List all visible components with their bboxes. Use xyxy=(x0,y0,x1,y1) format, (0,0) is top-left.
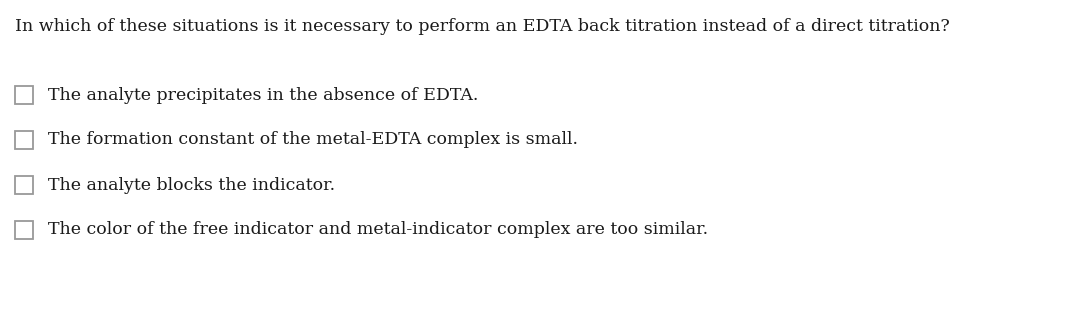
Text: In which of these situations is it necessary to perform an EDTA back titration i: In which of these situations is it neces… xyxy=(15,18,949,35)
Bar xyxy=(15,86,33,104)
Text: The analyte blocks the indicator.: The analyte blocks the indicator. xyxy=(48,176,335,193)
Bar xyxy=(15,131,33,149)
Text: The formation constant of the metal-EDTA complex is small.: The formation constant of the metal-EDTA… xyxy=(48,131,578,148)
Bar xyxy=(15,221,33,239)
Text: The analyte precipitates in the absence of EDTA.: The analyte precipitates in the absence … xyxy=(48,86,478,104)
Text: The color of the free indicator and metal-indicator complex are too similar.: The color of the free indicator and meta… xyxy=(48,222,708,238)
Bar xyxy=(15,176,33,194)
